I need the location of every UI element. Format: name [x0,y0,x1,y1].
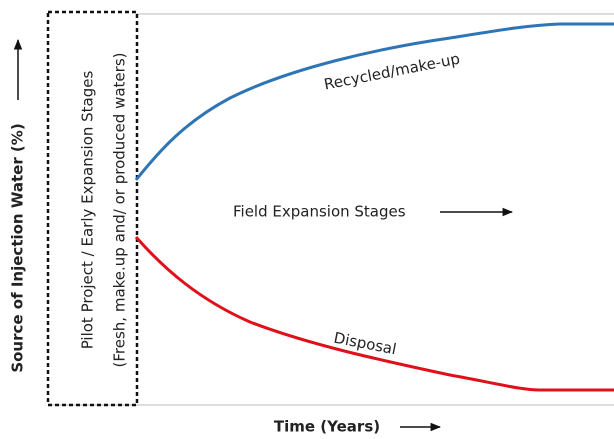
disposal-curve [134,236,614,392]
y-axis-label: Source of Injection Water (%) [9,123,27,372]
recycled-curve [134,22,614,181]
annotation: Field Expansion Stages [233,203,406,221]
pilot-box [46,10,139,407]
box-text: Pilot Project / Early Expansion Stages [79,71,97,350]
curve-label: Recycled/make-up [322,50,461,94]
x-axis-label: Time (Years) [274,418,380,436]
curve-label: Disposal [332,329,398,359]
box-text: (Fresh, make.up and/ or produced waters) [111,53,129,368]
